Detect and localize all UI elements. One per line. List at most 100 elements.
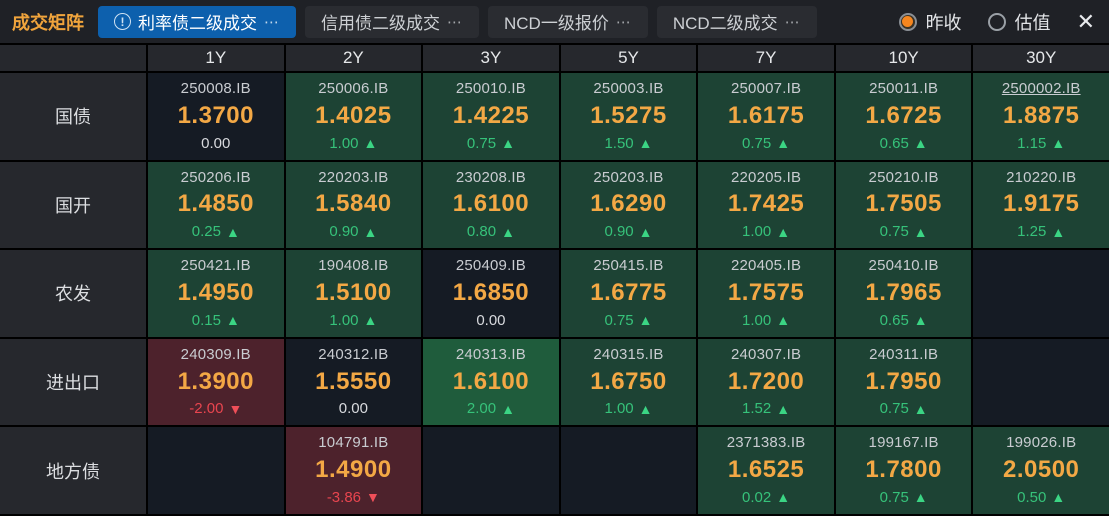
yield-price: 1.9175 [1003, 190, 1080, 218]
matrix-cell-240309.IB[interactable]: 240309.IB 1.3900 -2.00 ▼ [148, 338, 284, 426]
up-triangle-icon: ▲ [776, 489, 791, 506]
bond-code: 199026.IB [1006, 434, 1077, 452]
up-triangle-icon: ▲ [225, 312, 240, 329]
matrix-cell-250007.IB[interactable]: 250007.IB 1.6175 0.75 ▲ [698, 73, 834, 160]
change-value: 0.50 ▲ [1017, 488, 1066, 506]
tab-label: NCD二级成交 [672, 14, 778, 33]
column-header-2Y: 2Y [285, 45, 422, 71]
yield-price: 1.7965 [865, 278, 942, 306]
change-value: 0.75 ▲ [466, 134, 515, 152]
bond-code: 2371383.IB [726, 434, 806, 452]
matrix-cell-199167.IB[interactable]: 199167.IB 1.7800 0.75 ▲ [835, 427, 972, 514]
change-value: 0.25 ▲ [191, 223, 240, 241]
matrix-cell-250206.IB[interactable]: 250206.IB 1.4850 0.25 ▲ [148, 161, 284, 249]
tab-label: NCD一级报价 [504, 14, 609, 33]
tab-more-icon[interactable]: ⋯ [615, 13, 632, 31]
yield-price: 1.3900 [177, 367, 254, 395]
up-triangle-icon: ▲ [776, 400, 791, 417]
matrix-cell-230208.IB[interactable]: 230208.IB 1.6100 0.80 ▲ [423, 161, 559, 249]
up-triangle-icon: ▲ [913, 400, 928, 417]
tab-more-icon[interactable]: ⋯ [447, 13, 463, 31]
yield-price: 1.7200 [727, 367, 805, 395]
yield-price: 1.4025 [315, 101, 392, 129]
yield-price: 1.6775 [590, 278, 667, 306]
matrix-cell-empty [560, 427, 697, 514]
matrix-cell-199026.IB[interactable]: 199026.IB 2.0500 0.50 ▲ [973, 427, 1109, 514]
tab-bar: ! 利率债二级成交 ⋯ 信用债二级成交 ⋯ NCD一级报价 ⋯ NCD二级成交 ⋯ [98, 5, 889, 38]
radio-unselected-icon[interactable] [987, 12, 1006, 31]
matrix-cell-250003.IB[interactable]: 250003.IB 1.5275 1.50 ▲ [560, 73, 697, 160]
bond-code: 240312.IB [318, 345, 389, 363]
matrix-cell-250006.IB[interactable]: 250006.IB 1.4025 1.00 ▲ [285, 73, 422, 160]
matrix-cell-250011.IB[interactable]: 250011.IB 1.6725 0.65 ▲ [835, 73, 972, 160]
matrix-cell-250421.IB[interactable]: 250421.IB 1.4950 0.15 ▲ [148, 250, 284, 337]
yield-price: 2.0500 [1003, 456, 1080, 484]
up-triangle-icon: ▲ [225, 223, 240, 240]
bond-code: 240309.IB [180, 345, 251, 363]
bond-code: 104791.IB [318, 434, 389, 452]
up-triangle-icon: ▲ [501, 223, 515, 240]
column-header-30Y: 30Y [973, 45, 1109, 71]
matrix-cell-210220.IB[interactable]: 210220.IB 1.9175 1.25 ▲ [973, 161, 1109, 249]
column-header-1Y: 1Y [148, 45, 284, 71]
matrix-cell-240313.IB[interactable]: 240313.IB 1.6100 2.00 ▲ [423, 338, 559, 426]
matrix-cell-240315.IB[interactable]: 240315.IB 1.6750 1.00 ▲ [560, 338, 697, 426]
radio-估值[interactable]: 估值 [987, 9, 1051, 35]
matrix-cell-104791.IB[interactable]: 104791.IB 1.4900 -3.86 ▼ [285, 427, 422, 514]
matrix-cell-250410.IB[interactable]: 250410.IB 1.7965 0.65 ▲ [835, 250, 972, 337]
matrix-cell-250008.IB[interactable]: 250008.IB 1.3700 0.00 [148, 73, 284, 160]
bond-code: 250409.IB [455, 257, 527, 275]
bond-code: 250008.IB [180, 80, 251, 97]
tab-NCD二级成交[interactable]: NCD二级成交 ⋯ [656, 5, 817, 38]
bond-code: 250206.IB [180, 168, 251, 186]
matrix-cell-250210.IB[interactable]: 250210.IB 1.7505 0.75 ▲ [835, 161, 972, 249]
matrix-cell-190408.IB[interactable]: 190408.IB 1.5100 1.00 ▲ [285, 250, 422, 337]
bond-code: 250203.IB [593, 168, 664, 186]
change-value: 0.75 ▲ [879, 488, 928, 506]
matrix-cell-240307.IB[interactable]: 240307.IB 1.7200 1.52 ▲ [698, 338, 834, 426]
matrix-cell-250203.IB[interactable]: 250203.IB 1.6290 0.90 ▲ [560, 161, 697, 249]
tab-信用债二级成交[interactable]: 信用债二级成交 ⋯ [305, 5, 479, 38]
yield-price: 1.6750 [590, 367, 667, 395]
yield-price: 1.4950 [177, 278, 254, 306]
close-icon[interactable]: ✕ [1076, 8, 1095, 34]
matrix-cell-250010.IB[interactable]: 250010.IB 1.4225 0.75 ▲ [423, 73, 559, 160]
trade-matrix-table: 1Y 2Y 3Y 5Y 7Y 10Y 30Y 国债 250008.IB 1.3700 0.00 250… [0, 45, 1109, 514]
change-value: 1.25 ▲ [1017, 223, 1066, 241]
change-value: 1.15 ▲ [1017, 134, 1066, 152]
up-triangle-icon: ▲ [638, 223, 653, 240]
row-label-农发: 农发 [0, 250, 146, 337]
up-triangle-icon: ▲ [776, 312, 791, 329]
change-value: 1.52 ▲ [742, 400, 791, 418]
tab-利率债二级成交[interactable]: ! 利率债二级成交 ⋯ [98, 5, 296, 38]
yield-price: 1.7425 [727, 190, 805, 218]
matrix-cell-220203.IB[interactable]: 220203.IB 1.5840 0.90 ▲ [285, 161, 422, 249]
matrix-cell-2500002.IB[interactable]: 2500002.IB 1.8875 1.15 ▲ [973, 73, 1109, 160]
matrix-cell-240311.IB[interactable]: 240311.IB 1.7950 0.75 ▲ [835, 338, 972, 426]
up-triangle-icon: ▲ [638, 135, 653, 152]
bond-code: 240311.IB [869, 345, 939, 363]
matrix-cell-220205.IB[interactable]: 220205.IB 1.7425 1.00 ▲ [698, 161, 834, 249]
yield-price: 1.7950 [865, 367, 942, 395]
row-label-国开: 国开 [0, 161, 146, 249]
yield-price: 1.7575 [727, 278, 805, 306]
radio-selected-icon[interactable] [898, 12, 917, 31]
bond-code: 250003.IB [593, 80, 664, 97]
matrix-cell-250415.IB[interactable]: 250415.IB 1.6775 0.75 ▲ [560, 250, 697, 337]
matrix-cell-2371383.IB[interactable]: 2371383.IB 1.6525 0.02 ▲ [698, 427, 834, 514]
bond-code: 210220.IB [1006, 168, 1077, 186]
matrix-cell-240312.IB[interactable]: 240312.IB 1.5550 0.00 [285, 338, 422, 426]
tab-more-icon[interactable]: ⋯ [784, 13, 801, 31]
change-value: 0.75 ▲ [742, 134, 791, 152]
radio-昨收[interactable]: 昨收 [898, 9, 962, 35]
matrix-cell-250409.IB[interactable]: 250409.IB 1.6850 0.00 [423, 250, 559, 337]
tab-NCD一级报价[interactable]: NCD一级报价 ⋯ [488, 5, 648, 38]
change-value: 0.00 [476, 311, 506, 329]
tab-more-icon[interactable]: ⋯ [264, 13, 280, 31]
up-triangle-icon: ▲ [363, 135, 378, 152]
matrix-cell-empty [973, 338, 1109, 426]
change-value: 0.15 ▲ [191, 311, 240, 329]
change-value: 1.50 ▲ [604, 134, 653, 152]
matrix-cell-220405.IB[interactable]: 220405.IB 1.7575 1.00 ▲ [698, 250, 834, 337]
change-value: 0.80 ▲ [466, 223, 515, 241]
